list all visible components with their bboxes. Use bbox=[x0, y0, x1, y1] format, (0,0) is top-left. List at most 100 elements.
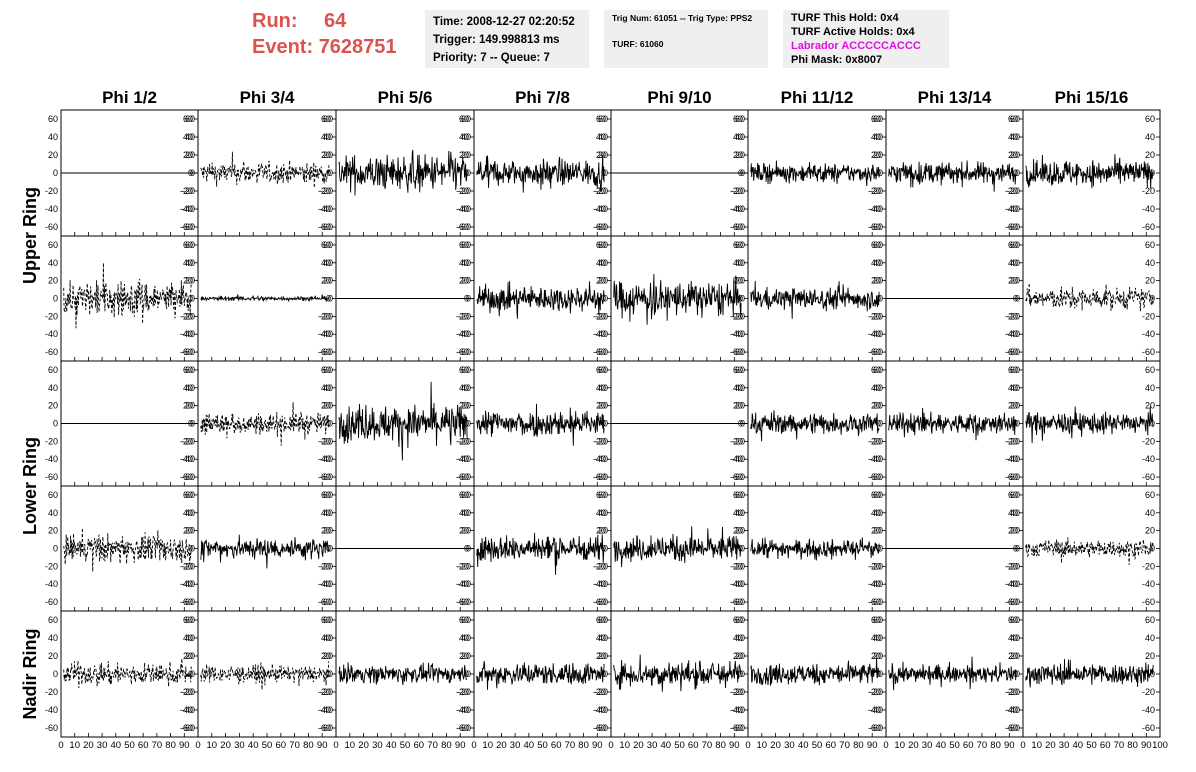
y-tick-label: 0 bbox=[603, 168, 608, 178]
y-tick-label: 20 bbox=[183, 401, 193, 411]
y-tick-label: -60 bbox=[180, 723, 193, 733]
x-tick-label: 80 bbox=[990, 740, 1001, 751]
y-tick-label: 40 bbox=[459, 633, 469, 643]
y-tick-label: 0 bbox=[53, 168, 58, 178]
y-tick-label: 0 bbox=[1015, 419, 1020, 429]
y-tick-label: 40 bbox=[735, 633, 745, 643]
y-tick-label: -40 bbox=[730, 329, 743, 339]
y-tick-label: 40 bbox=[1010, 508, 1020, 518]
y-tick-label: -60 bbox=[730, 472, 743, 482]
y-tick-label: -60 bbox=[180, 222, 193, 232]
y-tick-label: -20 bbox=[1005, 311, 1018, 321]
y-tick-label: -20 bbox=[45, 186, 58, 196]
y-tick-label: -20 bbox=[868, 311, 881, 321]
y-tick-label: -40 bbox=[595, 454, 608, 464]
y-tick-label: 20 bbox=[1145, 526, 1155, 536]
y-tick-label: -40 bbox=[458, 705, 471, 715]
y-tick-label: 40 bbox=[323, 132, 333, 142]
y-tick-label: 60 bbox=[871, 490, 881, 500]
y-tick-label: -60 bbox=[318, 222, 331, 232]
y-tick-label: 20 bbox=[323, 150, 333, 160]
x-tick-label: 20 bbox=[496, 740, 507, 751]
y-tick-label: -60 bbox=[1142, 347, 1155, 357]
y-tick-label: 0 bbox=[464, 669, 469, 679]
y-tick-label: 0 bbox=[740, 294, 745, 304]
y-tick-label: 0 bbox=[53, 544, 58, 554]
y-tick-label: 20 bbox=[1010, 651, 1020, 661]
y-tick-label: 20 bbox=[1010, 401, 1020, 411]
y-tick-label: 60 bbox=[871, 365, 881, 375]
y-tick-label: 60 bbox=[871, 114, 881, 124]
y-tick-label: 20 bbox=[183, 150, 193, 160]
y-tick-label: -20 bbox=[593, 186, 606, 196]
y-tick-label: -40 bbox=[1007, 705, 1020, 715]
y-tick-label: -20 bbox=[595, 687, 608, 697]
y-tick-label: 40 bbox=[1145, 258, 1155, 268]
y-tick-label: 40 bbox=[1145, 132, 1155, 142]
y-tick-label: 20 bbox=[871, 150, 881, 160]
ring-label: Nadir Ring bbox=[20, 628, 40, 719]
ring-label: Lower Ring bbox=[20, 437, 40, 535]
y-tick-label: -60 bbox=[456, 472, 469, 482]
x-tick-label: 40 bbox=[111, 740, 122, 751]
y-tick-label: 60 bbox=[596, 490, 606, 500]
y-tick-label: 20 bbox=[185, 276, 195, 286]
y-tick-label: 60 bbox=[323, 490, 333, 500]
y-tick-label: 20 bbox=[733, 526, 743, 536]
y-tick-label: -60 bbox=[456, 222, 469, 232]
x-tick-label: 40 bbox=[386, 740, 397, 751]
y-tick-label: 0 bbox=[326, 669, 331, 679]
y-tick-label: -40 bbox=[320, 579, 333, 589]
y-tick-label: -60 bbox=[318, 347, 331, 357]
y-tick-label: 60 bbox=[598, 615, 608, 625]
y-tick-label: -40 bbox=[456, 454, 469, 464]
y-tick-label: 60 bbox=[323, 240, 333, 250]
y-tick-label: 40 bbox=[185, 258, 195, 268]
x-tick-label: 60 bbox=[551, 740, 562, 751]
y-tick-label: -60 bbox=[870, 723, 883, 733]
y-tick-label: 60 bbox=[871, 615, 881, 625]
y-tick-label: 40 bbox=[323, 383, 333, 393]
y-tick-label: 0 bbox=[1015, 544, 1020, 554]
y-tick-label: -40 bbox=[870, 705, 883, 715]
y-tick-label: 60 bbox=[183, 490, 193, 500]
y-tick-label: 60 bbox=[735, 114, 745, 124]
y-tick-label: 0 bbox=[190, 544, 195, 554]
y-tick-label: -60 bbox=[182, 222, 195, 232]
x-tick-label: 70 bbox=[289, 740, 300, 751]
waveform-trace bbox=[1025, 658, 1154, 688]
y-tick-label: 60 bbox=[1145, 240, 1155, 250]
y-tick-label: -60 bbox=[456, 723, 469, 733]
x-tick-label: 40 bbox=[936, 740, 947, 751]
y-tick-label: -60 bbox=[180, 597, 193, 607]
y-tick-label: -60 bbox=[1005, 723, 1018, 733]
y-tick-label: -40 bbox=[45, 454, 58, 464]
x-tick-label: 0 bbox=[1020, 740, 1025, 751]
y-tick-label: -60 bbox=[45, 472, 58, 482]
y-tick-label: 20 bbox=[461, 276, 471, 286]
x-tick-label: 40 bbox=[661, 740, 672, 751]
y-tick-label: -60 bbox=[868, 222, 881, 232]
labrador-text: Labrador ACCCCCACCC bbox=[791, 40, 921, 52]
waveform-trace bbox=[613, 273, 742, 325]
y-tick-label: 20 bbox=[48, 150, 58, 160]
y-tick-label: -60 bbox=[593, 723, 606, 733]
x-tick-label: 90 bbox=[867, 740, 878, 751]
y-tick-label: 0 bbox=[53, 294, 58, 304]
y-tick-label: -20 bbox=[868, 561, 881, 571]
y-tick-label: 60 bbox=[1008, 490, 1018, 500]
y-tick-label: -40 bbox=[730, 579, 743, 589]
y-tick-label: -40 bbox=[593, 579, 606, 589]
x-tick-label: 10 bbox=[207, 740, 218, 751]
x-tick-label: 70 bbox=[427, 740, 438, 751]
y-tick-label: 0 bbox=[603, 544, 608, 554]
y-tick-label: -40 bbox=[870, 579, 883, 589]
y-tick-label: -60 bbox=[1005, 472, 1018, 482]
y-tick-label: -40 bbox=[182, 705, 195, 715]
